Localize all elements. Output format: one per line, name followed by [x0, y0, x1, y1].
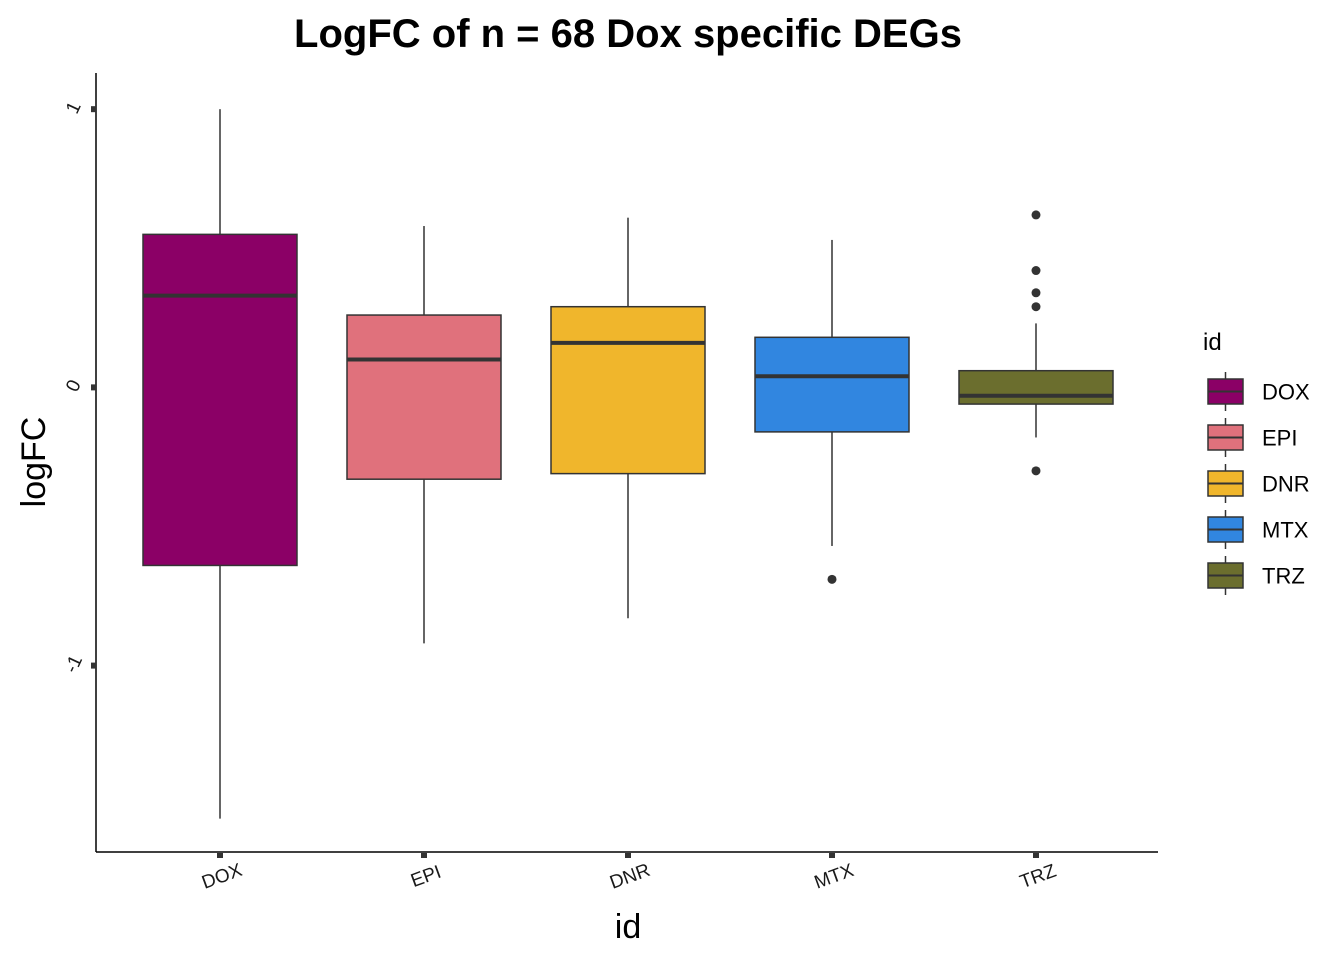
x-tick-label: MTX: [812, 860, 857, 894]
x-tick: [421, 853, 427, 858]
legend-label: DOX: [1262, 380, 1310, 405]
legend-item-dnr: DNR: [1207, 464, 1310, 503]
y-axis-title: logFC: [15, 417, 53, 508]
legend-item-epi: EPI: [1207, 418, 1297, 457]
legend-title: id: [1203, 329, 1222, 356]
x-tick: [625, 853, 631, 858]
box-dox: [142, 109, 298, 819]
iqr-box: [958, 369, 1114, 405]
legend: id DOX EPI DNR MTX TRZ: [1203, 329, 1310, 595]
legend-label: DNR: [1262, 472, 1310, 497]
box-mtx: [754, 239, 910, 584]
box-dnr: [550, 217, 706, 619]
x-tick: [217, 853, 223, 858]
box-epi: [346, 226, 502, 644]
outlier-point: [1031, 266, 1041, 276]
outlier-point: [1031, 210, 1041, 220]
legend-item-mtx: MTX: [1207, 510, 1309, 549]
y-tick: [91, 106, 96, 113]
x-axis-title: id: [615, 908, 641, 946]
legend-item-dox: DOX: [1207, 372, 1310, 411]
iqr-box: [142, 233, 298, 567]
outlier-point: [1031, 288, 1041, 298]
outlier-point: [1031, 302, 1041, 312]
outlier-point: [827, 574, 837, 584]
y-tick: [91, 384, 96, 391]
x-tick-label: DNR: [607, 860, 653, 894]
x-tick: [1033, 853, 1039, 858]
x-tick-label: EPI: [408, 862, 444, 892]
iqr-box: [550, 305, 706, 475]
iqr-box: [346, 314, 502, 480]
x-tick-label: DOX: [199, 860, 245, 894]
y-tick-label: 1: [62, 99, 86, 117]
box-trz: [958, 210, 1114, 476]
legend-item-trz: TRZ: [1207, 556, 1305, 595]
outlier-point: [1031, 466, 1041, 476]
plot-area: [142, 109, 1114, 819]
legend-label: EPI: [1262, 426, 1297, 451]
y-tick-label: 0: [62, 377, 86, 395]
y-tick: [91, 662, 96, 669]
chart-title: LogFC of n = 68 Dox specific DEGs: [294, 12, 962, 56]
iqr-box: [754, 336, 910, 433]
x-tick-label: TRZ: [1017, 861, 1059, 894]
y-tick-label: -1: [61, 652, 87, 676]
legend-label: MTX: [1262, 518, 1309, 543]
x-tick: [829, 853, 835, 858]
legend-label: TRZ: [1262, 564, 1305, 589]
